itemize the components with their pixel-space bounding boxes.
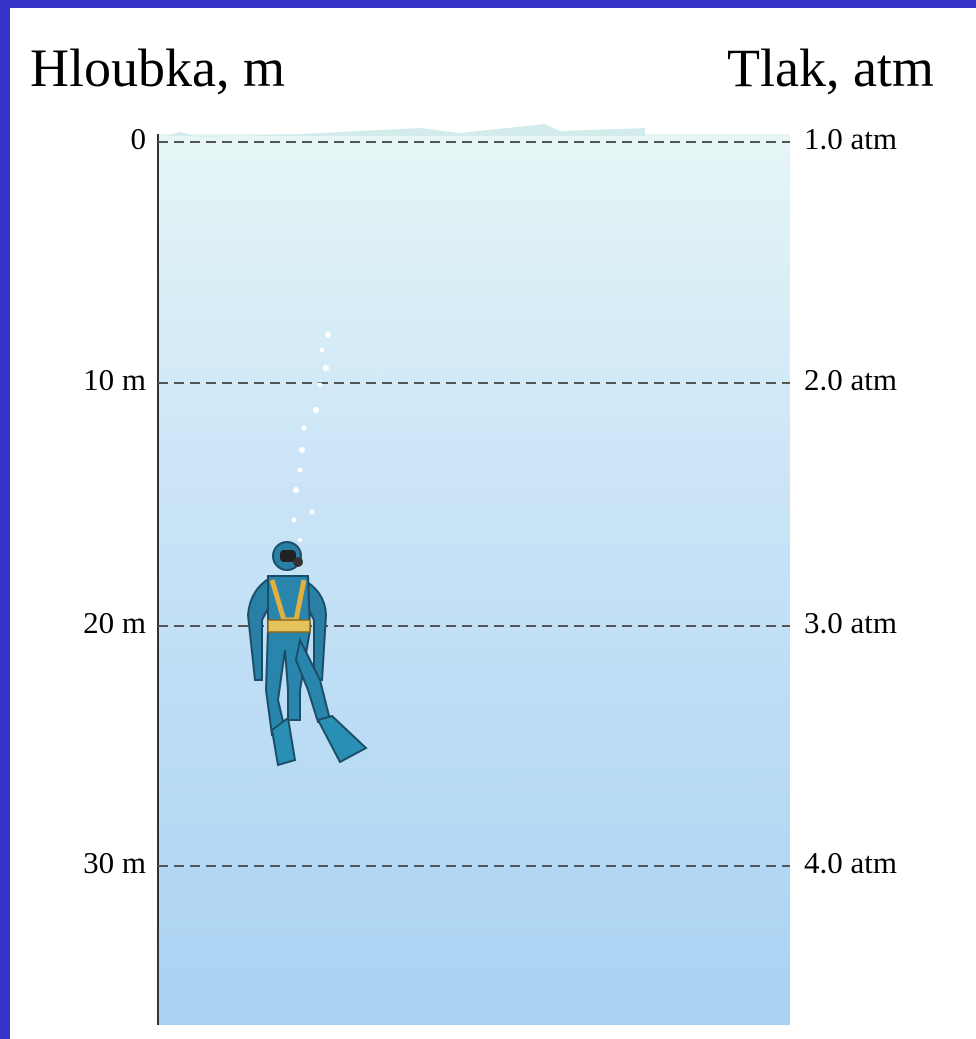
diver (246, 541, 368, 767)
water (158, 134, 790, 1025)
pressure-label: 4.0 atm (804, 845, 897, 880)
depth-label: 10 m (83, 362, 146, 397)
pressure-header: Tlak, atm (727, 38, 934, 98)
depth-header: Hloubka, m (30, 38, 285, 98)
frame-left (0, 0, 10, 1039)
depth-label: 0 (131, 121, 147, 156)
depth-label: 20 m (83, 605, 146, 640)
frame-top (0, 0, 976, 8)
pressure-label: 3.0 atm (804, 605, 897, 640)
levels: 0 1.0 atm 10 m 2.0 atm 20 m 3.0 atm 30 m 4.0 at… (83, 121, 897, 880)
pressure-label: 2.0 atm (804, 362, 897, 397)
depth-label: 30 m (83, 845, 146, 880)
pressure-label: 1.0 atm (804, 121, 897, 156)
bubbles (291, 332, 331, 542)
surface-waves (165, 124, 645, 137)
